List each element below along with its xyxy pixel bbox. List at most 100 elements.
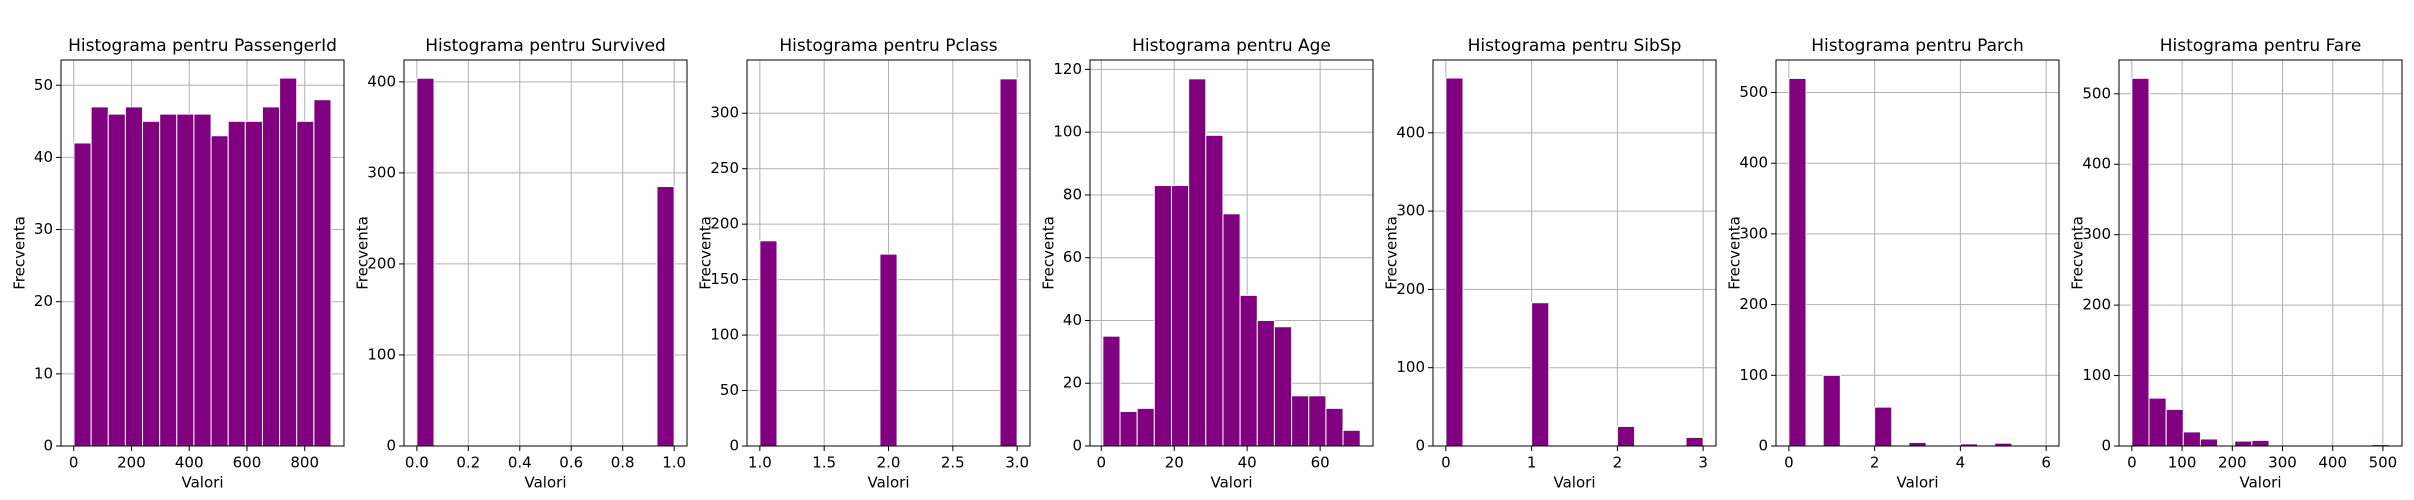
bar: [1188, 78, 1207, 447]
y-tick-label: 150: [710, 270, 739, 288]
bar: [210, 135, 229, 447]
x-tick-label: 0: [1097, 454, 1107, 472]
axes-frame: [2118, 59, 2403, 447]
bar: [1445, 77, 1464, 447]
axes-frame: [1089, 59, 1374, 447]
bar: [1908, 441, 1927, 447]
chart-title: Histograma pentru SibSp: [1468, 36, 1682, 56]
bar: [193, 113, 212, 447]
x-tick-label: 2: [1613, 454, 1623, 472]
x-tick-label: 2.5: [941, 454, 965, 472]
x-tick-label: 200: [117, 454, 146, 472]
axes-frame: [1432, 59, 1717, 447]
x-tick-label: 1.0: [662, 454, 686, 472]
bar: [227, 120, 246, 447]
y-tick-label: 100: [1739, 366, 1768, 384]
x-axis-label: Valori: [868, 474, 910, 492]
x-axis-label: Valori: [2240, 474, 2282, 492]
bar: [1119, 410, 1138, 447]
y-tick-label: 100: [1053, 123, 1082, 141]
x-tick-label: 1.0: [748, 454, 772, 472]
bar: [1256, 319, 1275, 447]
y-tick-label: 200: [367, 254, 396, 272]
y-tick-label: 0: [386, 437, 396, 455]
x-axis-label: Valori: [1211, 474, 1253, 492]
bar: [1239, 294, 1258, 447]
bar: [2131, 77, 2150, 447]
y-axis-label: Frecventa: [697, 216, 715, 290]
x-tick-label: 20: [1165, 454, 1184, 472]
bar: [1205, 134, 1224, 447]
y-tick-label: 300: [1739, 224, 1768, 242]
y-tick-label: 400: [1396, 123, 1425, 141]
y-axis-label: Frecventa: [2069, 216, 2087, 290]
bar: [1325, 407, 1344, 447]
bar: [1342, 429, 1361, 447]
y-tick-label: 100: [367, 345, 396, 363]
y-tick-label: 0: [1415, 437, 1425, 455]
y-tick-label: 10: [34, 364, 53, 382]
y-tick-label: 20: [34, 292, 53, 310]
x-tick-label: 800: [290, 454, 319, 472]
chart-title: Histograma pentru Pclass: [779, 36, 997, 56]
bar: [2148, 397, 2167, 447]
x-tick-label: 1.5: [812, 454, 836, 472]
axes-frame: [403, 59, 688, 447]
x-tick-label: 400: [175, 454, 204, 472]
y-tick-label: 0: [1072, 437, 1082, 455]
x-tick-label: 100: [2168, 454, 2197, 472]
y-axis-label: Frecventa: [1383, 216, 1401, 290]
x-tick-label: 200: [2218, 454, 2247, 472]
bar: [1222, 213, 1241, 447]
x-tick-label: 0.6: [559, 454, 583, 472]
bar: [73, 142, 92, 447]
y-tick-label: 100: [710, 326, 739, 344]
bar: [1308, 395, 1327, 447]
x-tick-label: 0.0: [405, 454, 429, 472]
bar: [1788, 77, 1807, 447]
bar: [1136, 407, 1155, 447]
y-tick-label: 300: [710, 104, 739, 122]
bar: [1273, 326, 1293, 447]
x-axis-label: Valori: [182, 474, 224, 492]
y-tick-label: 400: [1739, 154, 1768, 172]
y-tick-label: 80: [1063, 185, 1082, 203]
bar: [124, 106, 144, 447]
x-axis-label: Valori: [1897, 474, 1939, 492]
x-tick-label: 0.2: [456, 454, 480, 472]
bar: [90, 106, 109, 447]
bar: [1291, 395, 1310, 447]
bar: [759, 240, 778, 447]
bar: [176, 113, 195, 447]
bar: [2251, 439, 2270, 447]
y-tick-label: 200: [710, 215, 739, 233]
bar: [2234, 440, 2253, 447]
y-axis-label: Frecventa: [354, 216, 372, 290]
y-tick-label: 20: [1063, 374, 1082, 392]
x-axis-label: Valori: [525, 474, 567, 492]
chart-title: Histograma pentru Fare: [2160, 36, 2362, 56]
y-tick-label: 120: [1053, 60, 1082, 78]
x-tick-label: 1: [1527, 454, 1537, 472]
y-tick-label: 40: [34, 148, 53, 166]
chart-title: Histograma pentru PassengerId: [68, 36, 337, 56]
y-tick-label: 200: [1739, 295, 1768, 313]
bar: [2182, 431, 2201, 447]
y-tick-label: 100: [1396, 358, 1425, 376]
bar: [159, 113, 178, 447]
y-tick-label: 30: [34, 220, 53, 238]
y-tick-label: 500: [2082, 84, 2111, 102]
x-tick-label: 3: [1698, 454, 1708, 472]
y-tick-label: 0: [729, 437, 739, 455]
x-axis-label: Valori: [1554, 474, 1596, 492]
y-tick-label: 0: [43, 437, 53, 455]
y-tick-label: 100: [2082, 366, 2111, 384]
x-tick-label: 0: [1441, 454, 1451, 472]
y-tick-label: 250: [710, 159, 739, 177]
bar: [416, 77, 435, 447]
bar: [1102, 335, 1121, 447]
bar: [1531, 302, 1550, 447]
y-axis-label: Frecventa: [1040, 216, 1058, 290]
x-tick-label: 6: [2041, 454, 2051, 472]
axes-frame: [746, 59, 1031, 447]
